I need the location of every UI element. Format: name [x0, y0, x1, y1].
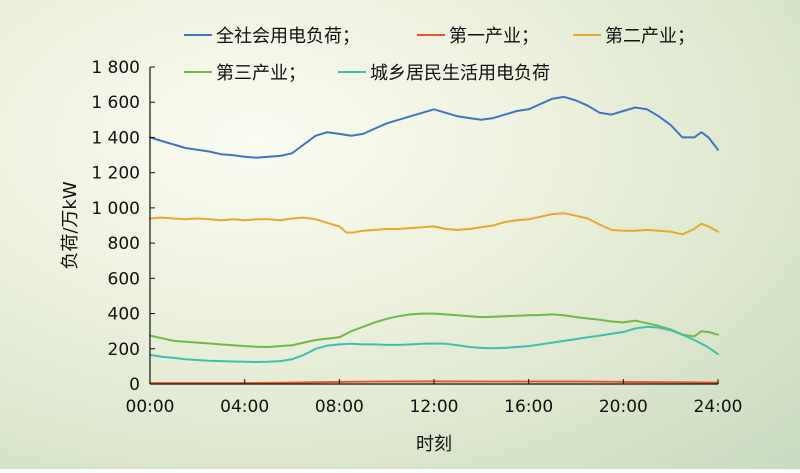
legend-label-4: 第三产业；	[216, 63, 306, 84]
series-line-1	[149, 95, 719, 159]
series-line-4	[149, 312, 719, 348]
legend-label-5: 城乡居民生活用电负荷	[370, 63, 550, 84]
legend: 全社会用电负荷； 第一产业； 第二产业； 第三产业； 城乡居民生活用电负荷	[184, 26, 695, 84]
legend-label-2: 第一产业；	[449, 26, 539, 47]
y-tick-label: 600	[108, 269, 140, 289]
y-axis-title: 负荷/万kW	[60, 181, 81, 269]
y-tick-label: 1 800	[91, 58, 140, 78]
y-tick-label: 1 000	[91, 199, 140, 219]
x-tick-label: 00:00	[126, 397, 175, 417]
x-tick-label: 08:00	[315, 397, 364, 417]
y-tick-label: 1 400	[91, 128, 140, 148]
x-ticks: 00:00 04:00 08:00 12:00 16:00 20:00 24:00	[126, 379, 743, 417]
x-tick-label: 04:00	[220, 397, 269, 417]
legend-label-3: 第二产业；	[605, 26, 695, 47]
x-tick-label: 20:00	[599, 397, 648, 417]
x-tick-label: 24:00	[694, 397, 743, 417]
y-tick-label: 800	[108, 234, 140, 254]
x-axis-title: 时刻	[416, 434, 452, 455]
series-line-5	[149, 325, 719, 363]
series-line-3	[149, 212, 719, 236]
y-tick-label: 200	[108, 340, 140, 360]
x-tick-label: 16:00	[504, 397, 553, 417]
plot-lines	[149, 95, 719, 385]
y-tick-label: 400	[108, 305, 140, 325]
y-tick-label: 0	[129, 375, 140, 395]
legend-label-1: 全社会用电负荷；	[216, 26, 360, 47]
y-tick-label: 1 200	[91, 164, 140, 184]
y-ticks: 0 200 400 600 800 1 000 1 200 1 400 1 600 1 800	[91, 58, 155, 395]
y-tick-label: 1 600	[91, 93, 140, 113]
x-tick-label: 12:00	[410, 397, 459, 417]
